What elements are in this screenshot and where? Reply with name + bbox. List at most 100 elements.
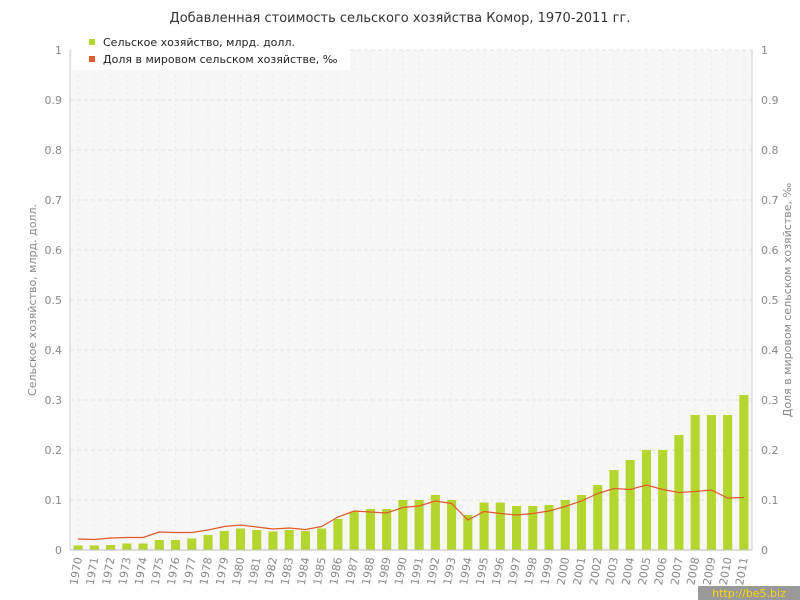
bar-1972 [106, 545, 116, 550]
legend-swatch-bar [89, 39, 95, 45]
bar-1996 [495, 502, 505, 550]
bar-1976 [171, 540, 181, 550]
bar-2001 [576, 495, 587, 550]
y-tick-label-right: 0.3 [761, 394, 779, 407]
line-series [78, 484, 744, 541]
y-tick-label-left: 0.5 [45, 294, 63, 307]
x-tick-label: 2009 [701, 556, 719, 586]
y-axis-right-title: Доля в мировом сельском хозяйстве, ‰ [781, 183, 794, 418]
y-axis-right-ticks: 0 0.1 0.2 0.3 0.4 0.5 0.6 0.7 0.8 0.9 1 [761, 44, 779, 557]
bar-2006 [658, 450, 668, 550]
bar-2011 [739, 395, 749, 550]
x-tick-label: 1978 [197, 556, 215, 586]
y-tick-label-left: 0 [55, 544, 62, 557]
bar-1971 [89, 545, 99, 550]
share-line [78, 484, 744, 541]
x-tick-label: 1989 [376, 556, 394, 586]
bar-1984 [300, 531, 310, 550]
bar-1988 [365, 509, 375, 550]
x-tick-label: 2007 [668, 556, 686, 586]
bar-2002 [593, 485, 603, 550]
bar-1985 [317, 528, 327, 550]
watermark: http://be5.biz [698, 586, 800, 600]
y-tick-label-left: 0.8 [45, 144, 63, 157]
x-tick-label: 1995 [473, 556, 491, 586]
bar-1974 [138, 543, 148, 550]
y-tick-label-right: 0.7 [761, 194, 779, 207]
y-tick-label-left: 1 [55, 44, 62, 57]
bar-1999 [544, 505, 554, 550]
x-tick-label: 2006 [652, 556, 670, 586]
bar-1975 [154, 540, 164, 550]
x-tick-label: 1993 [441, 556, 459, 586]
x-tick-label: 1981 [246, 556, 264, 586]
bar-1977 [187, 538, 197, 550]
x-tick-label: 1994 [457, 556, 475, 586]
x-tick-label: 1988 [360, 556, 378, 586]
x-tick-label: 1996 [490, 556, 508, 586]
x-tick-label: 1980 [230, 556, 248, 586]
y-tick-label-right: 0.8 [761, 144, 779, 157]
x-tick-label: 1976 [165, 556, 183, 586]
x-tick-label: 1970 [67, 556, 85, 586]
bar-series [73, 395, 749, 550]
bar-1990 [398, 500, 408, 550]
watermark-bg [698, 586, 800, 600]
bar-2005 [641, 450, 651, 550]
x-tick-label: 1977 [181, 556, 199, 586]
y-tick-label-right: 0.4 [761, 344, 779, 357]
x-tick-label: 2008 [684, 556, 702, 586]
legend-swatch-line [89, 56, 95, 62]
y-tick-label-left: 0.4 [45, 344, 63, 357]
legend: Сельское хозяйство, млрд. долл. Доля в м… [72, 34, 350, 70]
y-tick-label-right: 1 [761, 44, 768, 57]
legend-box [72, 34, 350, 70]
watermark-text: http://be5.biz [712, 587, 786, 600]
y-tick-label-right: 0.6 [761, 244, 779, 257]
x-tick-label: 1997 [506, 556, 524, 586]
legend-label-line: Доля в мировом сельском хозяйстве, ‰ [103, 53, 338, 66]
y-tick-label-left: 0.6 [45, 244, 63, 257]
x-tick-label: 1991 [408, 556, 426, 586]
bar-1986 [333, 519, 343, 550]
bar-1982 [268, 531, 278, 550]
bar-1993 [447, 500, 457, 550]
x-tick-label: 2003 [603, 556, 621, 586]
legend-label-bar: Сельское хозяйство, млрд. долл. [103, 36, 295, 49]
bar-1979 [219, 531, 229, 550]
y-tick-label-right: 0.9 [761, 94, 779, 107]
bar-1978 [203, 535, 213, 550]
bar-2010 [723, 415, 733, 550]
x-tick-label: 2005 [636, 556, 654, 586]
x-tick-label: 1975 [149, 556, 167, 586]
x-tick-label: 1983 [279, 556, 297, 586]
x-tick-label: 1990 [392, 556, 410, 586]
y-tick-label-right: 0.2 [761, 444, 779, 457]
x-tick-label: 1974 [132, 556, 150, 586]
y-tick-label-right: 0.1 [761, 494, 779, 507]
bar-1998 [528, 506, 538, 550]
x-axis-ticks: 1970197119721973197419751976197719781979… [67, 556, 750, 586]
x-tick-label: 2010 [717, 556, 735, 586]
y-tick-label-left: 0.1 [45, 494, 63, 507]
bar-1989 [382, 509, 392, 550]
chart-title: Добавленная стоимость сельского хозяйств… [170, 11, 631, 26]
x-tick-label: 2001 [571, 556, 589, 586]
x-tick-label: 1987 [343, 556, 361, 586]
bar-1970 [73, 545, 83, 550]
bar-1992 [430, 495, 440, 550]
x-tick-label: 1986 [327, 556, 345, 586]
bar-1981 [252, 530, 262, 550]
x-tick-label: 1979 [214, 556, 232, 586]
x-tick-label: 2002 [587, 556, 605, 586]
bar-1995 [479, 502, 489, 550]
x-tick-label: 1984 [295, 556, 313, 586]
x-tick-label: 2000 [555, 556, 573, 586]
x-tick-label: 1992 [425, 556, 443, 586]
bar-2008 [690, 415, 700, 550]
bar-2004 [625, 460, 635, 550]
x-tick-label: 1982 [262, 556, 280, 586]
x-tick-label: 1985 [311, 556, 329, 586]
